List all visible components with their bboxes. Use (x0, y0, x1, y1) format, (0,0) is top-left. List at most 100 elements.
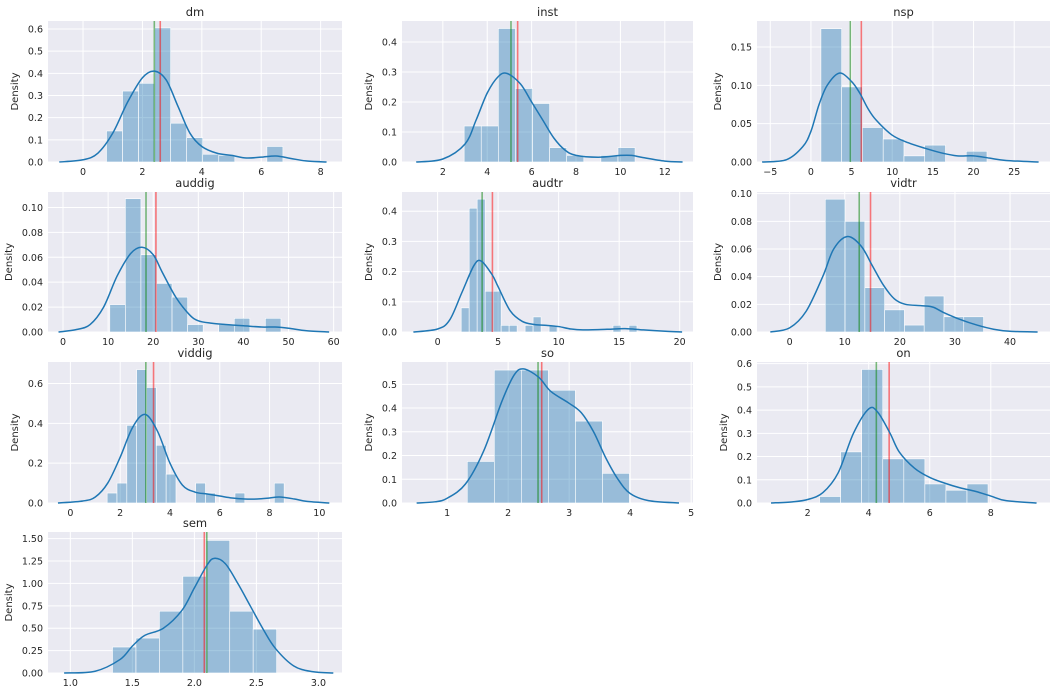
y-tick-label: 1.00 (22, 579, 43, 590)
y-tick-label: 0.00 (22, 669, 43, 680)
y-tick-label: 0.4 (382, 207, 397, 218)
x-tick-label: 10 (614, 167, 626, 178)
x-tick-label: 2 (139, 167, 145, 178)
x-tick-label: 4 (484, 167, 490, 178)
x-tick-label: 3.0 (311, 678, 326, 689)
y-axis-label: Density (364, 413, 375, 451)
y-tick-label: 0.4 (382, 38, 397, 49)
y-axis-label: Density (4, 243, 15, 281)
x-tick-label: 50 (283, 337, 295, 348)
histogram-bar (146, 387, 157, 504)
y-tick-label: 0.10 (731, 81, 752, 92)
y-tick-label: 0.15 (731, 43, 752, 54)
x-tick-label: −5 (763, 167, 777, 178)
y-tick-label: 0.3 (382, 237, 397, 248)
kde-curve (57, 413, 330, 504)
kde-curve (64, 557, 334, 674)
x-tick-label: 1.5 (125, 678, 140, 689)
histogram-bar (202, 153, 220, 163)
kde-curve (59, 70, 327, 163)
histogram-bar (882, 138, 905, 163)
y-tick-label: 0.02 (22, 303, 43, 314)
x-tick-label: 1 (444, 508, 450, 519)
histogram-bar (841, 86, 863, 163)
y-tick-label: 0.4 (28, 69, 43, 80)
x-tick-label: 8 (318, 167, 324, 178)
y-tick-label: 0.25 (22, 646, 43, 657)
histogram-bar (500, 325, 510, 333)
x-tick-label: 15 (613, 337, 625, 348)
subplot-title: nsp (893, 5, 914, 19)
histogram-bar (532, 103, 550, 163)
y-tick-label: 0.3 (28, 91, 43, 102)
histogram-bar (575, 420, 603, 504)
y-tick-label: 0.4 (28, 419, 43, 430)
y-tick-label: 0.08 (731, 217, 752, 228)
histogram-bar (476, 198, 486, 333)
subplot-dm: 0 2 4 6 8 0.0 0.1 0.2 0.3 0.4 0.5 0.6 dm Density (10, 5, 342, 178)
x-tick-label: 5 (688, 508, 694, 519)
y-axis-label: Density (719, 413, 730, 451)
y-tick-label: 1.25 (22, 557, 43, 568)
x-tick-label: 20 (968, 167, 980, 178)
histogram-bar (549, 147, 568, 163)
y-tick-label: 0.2 (28, 113, 43, 124)
plot-area (402, 21, 693, 162)
x-tick-label: 10 (839, 337, 851, 348)
x-tick-label: 4 (167, 508, 173, 519)
histogram-bar (463, 125, 482, 163)
subplot-title: auddig (175, 176, 214, 190)
histogram-bar (508, 325, 518, 333)
x-tick-label: 0 (808, 167, 814, 178)
x-tick-label: 8 (988, 508, 994, 519)
y-axis-label: Density (10, 72, 21, 110)
x-tick-label: 10 (886, 167, 898, 178)
x-tick-label: 4 (866, 508, 872, 519)
histogram-bar (136, 369, 147, 504)
x-tick-label: 10 (313, 508, 325, 519)
histogram-bar (205, 492, 216, 504)
y-tick-label: 0.0 (382, 158, 397, 169)
x-tick-label: 0 (60, 337, 66, 348)
y-tick-label: 0.2 (28, 459, 43, 470)
histogram-bar (229, 610, 254, 674)
y-axis-label: Density (713, 243, 724, 281)
x-tick-label: 40 (1004, 337, 1016, 348)
y-tick-label: 0.00 (731, 328, 752, 339)
histogram-bar (187, 324, 204, 333)
x-tick-label: 10 (553, 337, 565, 348)
histogram-bar (966, 483, 989, 504)
y-tick-label: 0.6 (28, 379, 43, 390)
y-tick-label: 0.10 (731, 189, 752, 200)
histogram-bar (140, 254, 157, 333)
histogram-bar (862, 127, 884, 163)
x-tick-label: 2 (505, 508, 511, 519)
histogram-bar (924, 483, 947, 504)
histogram-bar (106, 130, 123, 163)
histogram-bar (266, 146, 284, 163)
y-tick-label: 0.3 (382, 68, 397, 79)
subplot-title: inst (537, 5, 558, 19)
y-tick-label: 0.5 (382, 380, 397, 391)
x-tick-label: 10 (102, 337, 114, 348)
plot-area (402, 192, 693, 332)
y-tick-label: 0.2 (737, 452, 752, 463)
histogram-bar (125, 198, 142, 333)
histogram-bar (468, 207, 478, 333)
y-tick-label: 0.1 (737, 475, 752, 486)
y-tick-label: 0.0 (28, 158, 43, 169)
x-tick-label: 20 (674, 337, 686, 348)
histogram-bar (159, 610, 184, 674)
x-tick-label: 6 (529, 167, 535, 178)
y-tick-label: 0.3 (737, 429, 752, 440)
y-tick-label: 1.50 (22, 534, 43, 545)
x-tick-label: 2 (440, 167, 446, 178)
y-tick-label: 0.4 (737, 406, 752, 417)
x-tick-label: 2 (805, 508, 811, 519)
y-tick-label: 0.0 (28, 499, 43, 510)
y-tick-label: 0.08 (22, 228, 43, 239)
y-tick-label: 0.04 (731, 272, 752, 283)
histogram-bar (904, 324, 925, 333)
histogram-bar (945, 489, 968, 504)
